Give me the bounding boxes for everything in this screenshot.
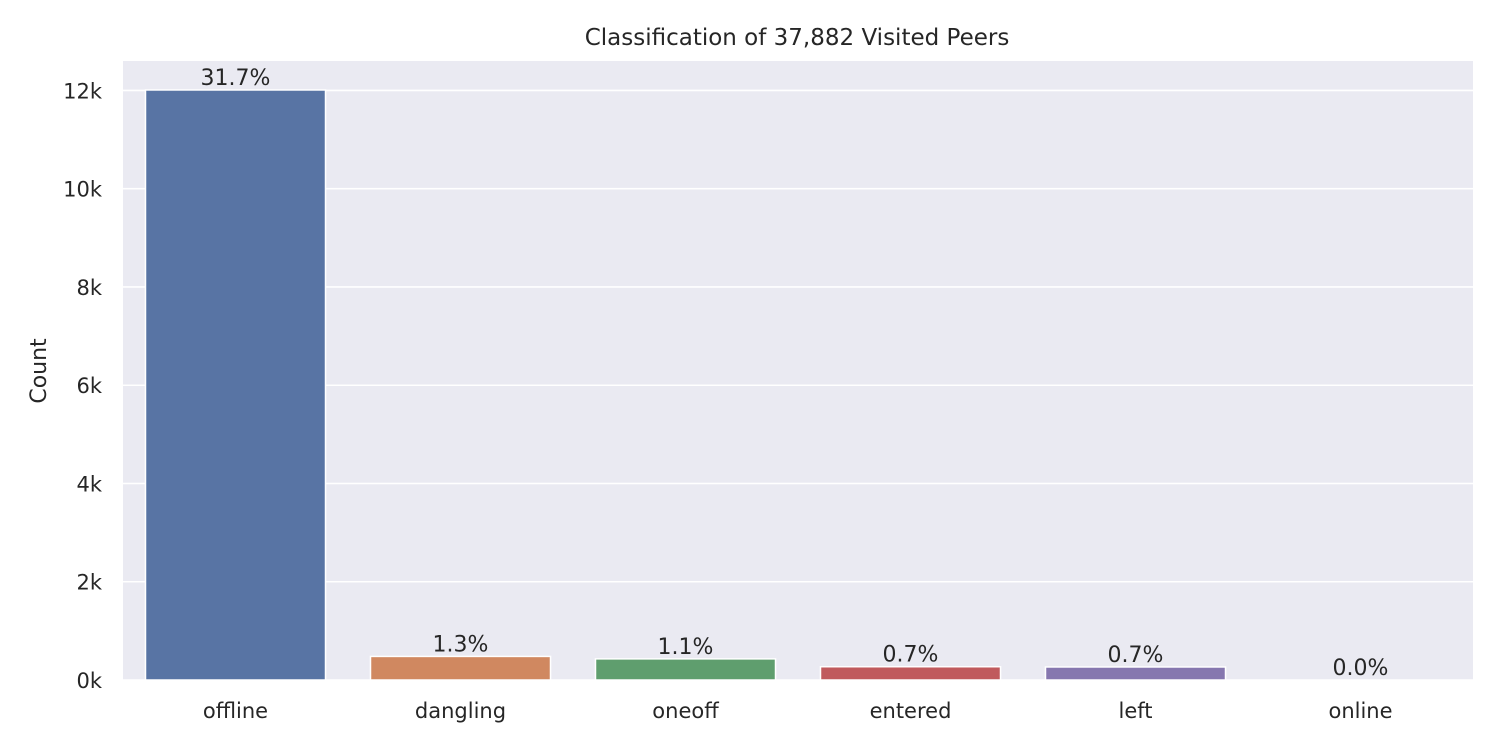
gridlines: [123, 89, 1473, 681]
x-tick-labels: offline dangling oneoff entered left online: [203, 699, 1393, 723]
bar-left: [1044, 666, 1227, 681]
y-tick-label: 8k: [76, 276, 102, 300]
x-tick-label-left: left: [1118, 699, 1152, 723]
bar-data-label-left: 0.7%: [1108, 643, 1164, 668]
x-tick-label-online: online: [1328, 699, 1392, 723]
bar-data-label-offline: 31.7%: [201, 66, 271, 91]
y-tick-label: 12k: [63, 79, 103, 103]
bar-offline: [144, 89, 327, 681]
x-tick-label-offline: offline: [203, 699, 268, 723]
x-tick-label-oneoff: oneoff: [652, 699, 719, 723]
y-axis-label: Count: [27, 338, 52, 404]
y-tick-labels: 0k 2k 4k 6k 8k 10k 12k: [63, 79, 103, 693]
bar-data-label-dangling: 1.3%: [433, 632, 489, 657]
x-tick-label-entered: entered: [870, 699, 952, 723]
y-tick-label: 10k: [63, 178, 103, 202]
bar-data-labels: 31.7% 1.3% 1.1% 0.7% 0.7% 0.0%: [201, 66, 1389, 681]
y-tick-label: 2k: [76, 571, 102, 595]
bar-entered: [819, 665, 1002, 681]
y-tick-label: 4k: [76, 472, 102, 496]
plot-area: [123, 61, 1473, 680]
chart-title: Classification of 37,882 Visited Peers: [585, 25, 1010, 51]
y-tick-label: 0k: [76, 669, 102, 693]
bars: [144, 89, 1227, 681]
bar-oneoff: [594, 658, 777, 681]
bar-data-label-entered: 0.7%: [883, 643, 939, 668]
bar-data-label-online: 0.0%: [1333, 656, 1389, 681]
bar-dangling: [369, 655, 552, 681]
y-tick-label: 6k: [76, 374, 102, 398]
bar-data-label-oneoff: 1.1%: [658, 635, 714, 660]
x-tick-label-dangling: dangling: [415, 699, 506, 723]
